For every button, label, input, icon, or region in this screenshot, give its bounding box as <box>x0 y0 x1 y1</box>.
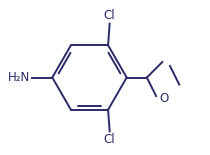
Text: Cl: Cl <box>104 133 116 146</box>
Text: O: O <box>159 92 168 105</box>
Text: Cl: Cl <box>104 9 116 22</box>
Text: H₂N: H₂N <box>8 71 31 84</box>
